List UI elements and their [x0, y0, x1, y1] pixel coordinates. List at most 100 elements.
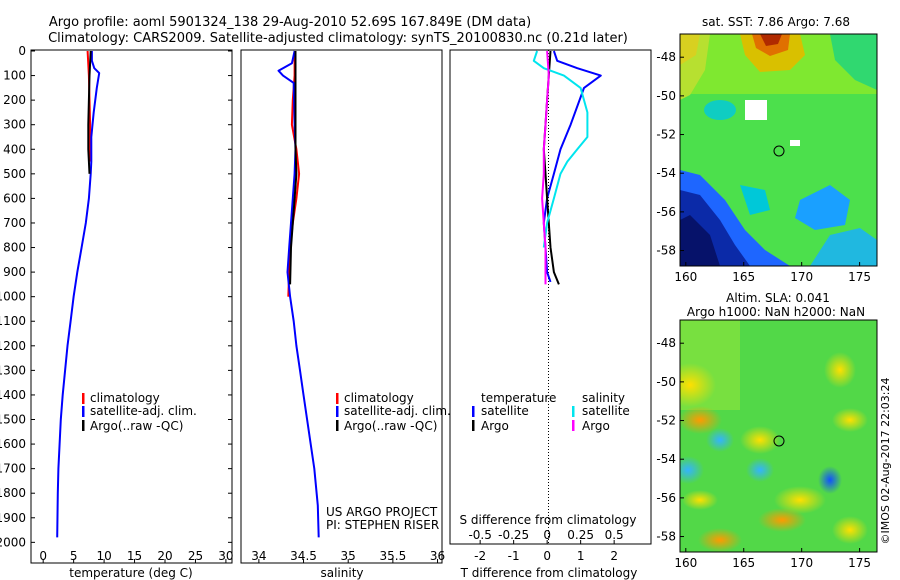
temperature-legend: climatology satellite-adj. clim. Argo(..…: [82, 391, 197, 433]
difference-legend: temperature salinity satellite Argo sate…: [472, 391, 630, 433]
map-y-tick-label: -48: [656, 336, 676, 350]
difference-series: [532, 50, 602, 285]
sla-map-axis-ticks: 160 165 170 175 -48 -50 -52 -54 -56 -58: [656, 336, 871, 570]
legend-swatch-argo: [82, 420, 85, 431]
legend-label-argo: Argo(..raw -QC): [90, 419, 183, 433]
sla-map-panel: Altim. SLA: 0.041 Argo h1000: NaN h2000:…: [656, 291, 878, 570]
legend-header-salinity: salinity: [582, 391, 625, 405]
depth-tick-label: 0: [18, 44, 26, 58]
depth-tick-label: 800: [3, 241, 26, 255]
depth-tick-label: 900: [3, 265, 26, 279]
map-y-tick-label: -54: [656, 452, 676, 466]
x-tick-label: 0: [543, 549, 551, 563]
depth-tick-label: 600: [3, 191, 26, 205]
s-difference-axis-label: S difference from climatology: [460, 513, 637, 527]
argo-position-marker: [773, 435, 785, 447]
figure-title-line2: Climatology: CARS2009. Satellite-adjuste…: [48, 31, 628, 46]
salinity-legend: climatology satellite-adj. clim. Argo(..…: [336, 391, 451, 433]
argo-position-marker: [773, 145, 785, 157]
depth-tick-label: 1400: [0, 388, 26, 402]
x-tick-label: -1: [508, 549, 520, 563]
depth-tick-label: 300: [3, 118, 26, 132]
legend-swatch-satellite: [82, 406, 85, 417]
series-line-argo: [289, 51, 298, 285]
sla-heatmap: [680, 320, 877, 552]
series-line-satellite: [56, 51, 101, 538]
sst-map-title: sat. SST: 7.86 Argo: 7.68: [702, 15, 850, 29]
legend-swatch-t-satellite: [472, 406, 475, 417]
temperature-axis-label: temperature (deg C): [69, 566, 192, 580]
imos-timestamp: ©IMOS 02-Aug-2017 22:03:24: [879, 378, 892, 545]
x-tick-label: 36: [430, 549, 445, 563]
sst-heatmap: [680, 34, 877, 266]
sst-map-axis-ticks: 160 165 170 175 -48 -50 -52 -54 -56 -58: [656, 50, 871, 284]
depth-tick-label: 1600: [0, 437, 26, 451]
temperature-axis-ticks: 0 5 10 15 20 25 30: [39, 549, 234, 563]
x-tick-label: 34.5: [290, 549, 317, 563]
legend-swatch-argo: [336, 420, 339, 431]
sst-map-panel: sat. SST: 7.86 Argo: 7.68 160 165 170 175 -4…: [656, 15, 878, 284]
legend-label-climatology: climatology: [344, 391, 414, 405]
x-tick-label: 34: [251, 549, 266, 563]
depth-tick-label: 500: [3, 167, 26, 181]
map-y-tick-label: -50: [656, 89, 676, 103]
sla-map-frame: [679, 319, 878, 553]
map-x-tick-label: 165: [732, 270, 755, 284]
depth-tick-label: 700: [3, 216, 26, 230]
map-y-tick-label: -58: [656, 530, 676, 544]
legend-label-t-argo: Argo: [481, 419, 509, 433]
legend-swatch-s-argo: [572, 420, 575, 431]
temperature-series: [56, 50, 101, 538]
legend-swatch-t-argo: [472, 420, 475, 431]
legend-swatch-s-satellite: [572, 406, 575, 417]
sla-map-subtitle: Argo h1000: NaN h2000: NaN: [687, 305, 865, 319]
depth-tick-label: 2000: [0, 535, 26, 549]
sst-map-frame: [679, 33, 878, 267]
depth-tick-label: 1300: [0, 363, 26, 377]
depth-tick-label: 200: [3, 93, 26, 107]
temperature-plot-frame: [30, 49, 233, 564]
x-tick-label: 2: [610, 549, 618, 563]
legend-header-temperature: temperature: [481, 391, 556, 405]
x-tick-label: 0: [39, 549, 47, 563]
map-x-tick-label: 175: [848, 556, 871, 570]
map-y-tick-label: -50: [656, 375, 676, 389]
difference-panel: -2 -1 0 1 2 -0.5 -0.25 0 0.25 0.5 S difference f…: [449, 49, 652, 580]
map-x-tick-label: 160: [674, 270, 697, 284]
map-x-tick-label: 175: [848, 270, 871, 284]
map-y-tick-label: -52: [656, 414, 676, 428]
legend-label-satellite: satellite-adj. clim.: [344, 404, 451, 418]
legend-label-argo: Argo(..raw -QC): [344, 419, 437, 433]
pi-annotation: PI: STEPHEN RISER: [326, 518, 439, 532]
map-x-tick-label: 170: [790, 556, 813, 570]
x-tick-label: 20: [157, 549, 172, 563]
map-y-tick-label: -56: [656, 205, 676, 219]
legend-swatch-satellite: [336, 406, 339, 417]
map-y-tick-label: -54: [656, 166, 676, 180]
series-line-satellite: [277, 50, 320, 538]
t-difference-axis-ticks: -2 -1 0 1 2: [474, 540, 618, 563]
difference-plot-frame: [449, 49, 652, 545]
series-line-salinity_satellite: [532, 50, 589, 248]
depth-tick-label: 1800: [0, 486, 26, 500]
legend-label-climatology: climatology: [90, 391, 160, 405]
map-x-tick-label: 170: [790, 270, 813, 284]
temperature-panel: 0100200300400500600700800900100011001200…: [0, 44, 651, 580]
x-tick-label: 25: [188, 549, 203, 563]
map-y-tick-label: -48: [656, 50, 676, 64]
x-tick-label: 10: [96, 549, 111, 563]
salinity-panel: 34 34.5 35 35.5 36 salinity climatology sate…: [240, 49, 451, 580]
s-tick-label: 0.5: [605, 528, 624, 542]
legend-label-s-satellite: satellite: [582, 404, 630, 418]
legend-label-satellite: satellite-adj. clim.: [90, 404, 197, 418]
s-tick-label: -0.5: [468, 528, 491, 542]
project-annotation: US ARGO PROJECT: [326, 505, 438, 519]
series-line-salinity_argo: [541, 50, 550, 285]
sla-map-title: Altim. SLA: 0.041: [726, 291, 830, 305]
depth-tick-label: 1100: [0, 314, 26, 328]
figure-title-line1: Argo profile: aoml 5901324_138 29-Aug-20…: [49, 15, 531, 30]
salinity-series: [277, 50, 320, 538]
series-line-climatology: [86, 50, 92, 162]
s-difference-axis-ticks: -0.5 -0.25 0 0.25 0.5: [468, 528, 623, 542]
